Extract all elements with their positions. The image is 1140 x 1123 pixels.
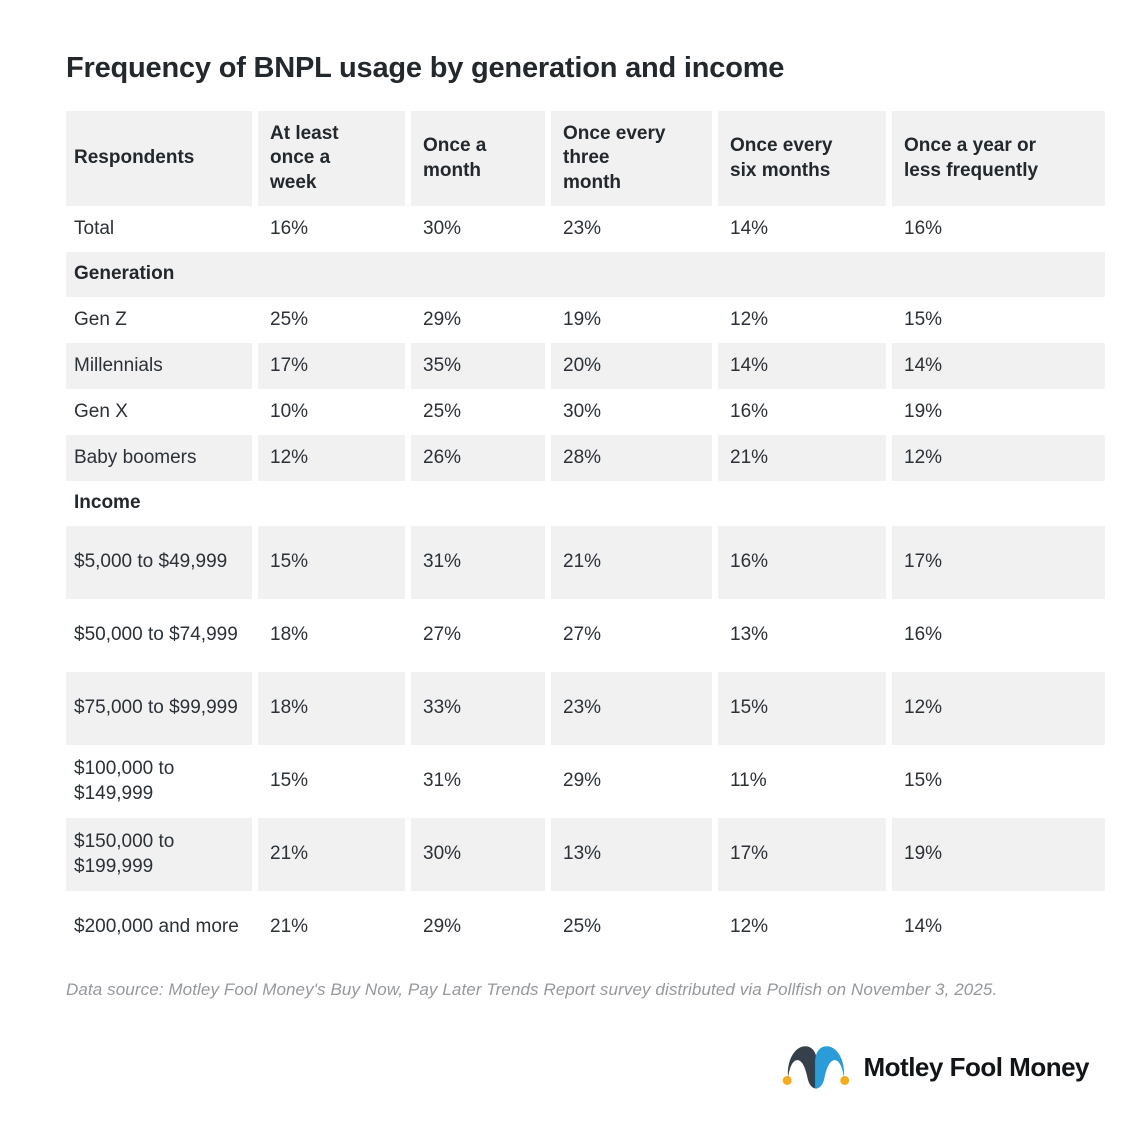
cell-value: 17%: [258, 343, 405, 389]
table-row-income-50k: $50,000 to $74,999 18% 27% 27% 13% 16%: [66, 599, 1105, 672]
table-header-row: Respondents At least once a week Once a …: [66, 111, 1105, 206]
section-label: Generation: [66, 252, 1105, 297]
header-respondents: Respondents: [66, 111, 252, 206]
cell-value: 25%: [423, 400, 462, 422]
cell-value: 18%: [258, 672, 405, 745]
cell-value: 12%: [892, 672, 1105, 745]
cell-value: 28%: [551, 435, 712, 481]
header-once-a-month: Once a month: [411, 111, 545, 206]
cell-value: 25%: [270, 308, 309, 330]
cell-value: 15%: [904, 770, 943, 792]
table-row-baby-boomers: Baby boomers 12% 26% 28% 21% 12%: [66, 435, 1105, 481]
header-once-a-week: At least once a week: [258, 111, 405, 206]
cell-value: 26%: [411, 435, 545, 481]
header-once-a-year: Once a year or less frequently: [892, 111, 1105, 206]
cell-value: 20%: [551, 343, 712, 389]
cell-value: 33%: [411, 672, 545, 745]
cell-value: 12%: [730, 916, 769, 938]
table-row-income-5k: $5,000 to $49,999 15% 31% 21% 16% 17%: [66, 526, 1105, 599]
row-label: $5,000 to $49,999: [74, 551, 228, 573]
cell-value: 14%: [718, 343, 886, 389]
bnpl-usage-table: Respondents At least once a week Once a …: [66, 111, 1105, 964]
cell-value: 35%: [411, 343, 545, 389]
cell-value: 27%: [423, 624, 462, 646]
table-row-income-75k: $75,000 to $99,999 18% 33% 23% 15% 12%: [66, 672, 1105, 745]
row-label: $150,000 to $199,999: [74, 831, 175, 877]
cell-value: 17%: [718, 818, 886, 891]
cell-value: 21%: [270, 916, 309, 938]
row-label: $50,000 to $74,999: [74, 624, 238, 646]
cell-value: 29%: [423, 308, 462, 330]
brand-name: Motley Fool Money: [863, 1051, 1090, 1082]
cell-value: 19%: [892, 818, 1105, 891]
cell-value: 23%: [551, 672, 712, 745]
table-row-millennials: Millennials 17% 35% 20% 14% 14%: [66, 343, 1105, 389]
row-label: Gen X: [74, 400, 128, 422]
row-label: $200,000 and more: [74, 916, 239, 938]
section-label: Income: [74, 492, 141, 514]
row-label: Total: [74, 217, 115, 239]
cell-value: 15%: [258, 526, 405, 599]
header-once-three-months: Once every three month: [551, 111, 712, 206]
cell-value: 27%: [563, 624, 602, 646]
cell-value: 12%: [258, 435, 405, 481]
cell-value: 15%: [270, 770, 309, 792]
table-row-income-100k: $100,000 to $149,999 15% 31% 29% 11% 15%: [66, 745, 1105, 818]
cell-value: 16%: [904, 624, 943, 646]
cell-value: 10%: [270, 400, 309, 422]
row-label: Baby boomers: [74, 446, 197, 468]
row-label: Gen Z: [74, 308, 127, 330]
row-label: $100,000 to $149,999: [74, 758, 175, 804]
section-row-income: Income: [66, 481, 1105, 526]
cell-value: 14%: [892, 343, 1105, 389]
cell-value: 14%: [730, 217, 769, 239]
cell-value: 13%: [730, 624, 769, 646]
cell-value: 16%: [904, 217, 943, 239]
brand-logo: Motley Fool Money: [66, 1038, 1105, 1096]
cell-value: 31%: [411, 526, 545, 599]
data-source-note: Data source: Motley Fool Money's Buy Now…: [66, 980, 998, 999]
cell-value: 29%: [423, 916, 462, 938]
cell-value: 16%: [730, 400, 769, 422]
header-once-six-months: Once every six months: [718, 111, 886, 206]
jester-hat-icon: [782, 1046, 849, 1089]
cell-value: 16%: [718, 526, 886, 599]
table-row-gen-z: Gen Z 25% 29% 19% 12% 15%: [66, 297, 1105, 343]
cell-value: 30%: [563, 400, 602, 422]
section-row-generation: Generation: [66, 252, 1105, 297]
cell-value: 29%: [563, 770, 602, 792]
cell-value: 19%: [563, 308, 602, 330]
cell-value: 31%: [423, 770, 462, 792]
cell-value: 16%: [270, 217, 309, 239]
cell-value: 12%: [730, 308, 769, 330]
table-row-income-200k: $200,000 and more 21% 29% 25% 12% 14%: [66, 891, 1105, 964]
cell-value: 21%: [258, 818, 405, 891]
row-label: $75,000 to $99,999: [74, 697, 238, 719]
cell-value: 17%: [892, 526, 1105, 599]
cell-value: 30%: [423, 217, 462, 239]
cell-value: 18%: [270, 624, 309, 646]
table-row-total: Total 16% 30% 23% 14% 16%: [66, 206, 1105, 252]
cell-value: 15%: [718, 672, 886, 745]
cell-value: 23%: [563, 217, 602, 239]
cell-value: 14%: [904, 916, 943, 938]
row-label: Millennials: [74, 354, 163, 376]
content: Frequency of BNPL usage by generation an…: [66, 52, 1105, 1096]
table-row-income-150k: $150,000 to $199,999 21% 30% 13% 17% 19%: [66, 818, 1105, 891]
cell-value: 12%: [892, 435, 1105, 481]
cell-value: 19%: [904, 400, 943, 422]
page-title: Frequency of BNPL usage by generation an…: [66, 52, 785, 84]
cell-value: 21%: [551, 526, 712, 599]
cell-value: 30%: [411, 818, 545, 891]
cell-value: 25%: [563, 916, 602, 938]
cell-value: 11%: [730, 770, 767, 792]
cell-value: 21%: [718, 435, 886, 481]
cell-value: 13%: [551, 818, 712, 891]
table-row-gen-x: Gen X 10% 25% 30% 16% 19%: [66, 389, 1105, 435]
cell-value: 15%: [904, 308, 943, 330]
